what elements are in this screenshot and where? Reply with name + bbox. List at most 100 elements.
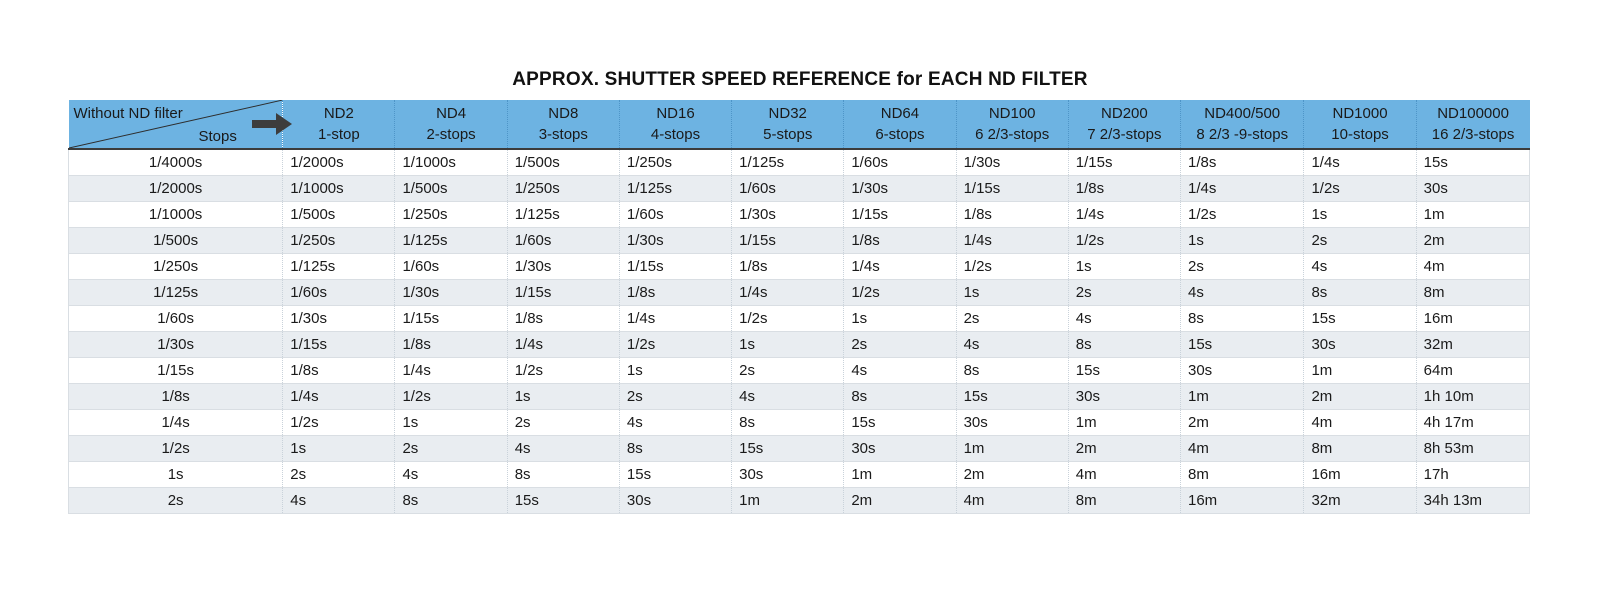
base-shutter-speed-cell: 1s	[67, 461, 283, 488]
nd-shutter-speed-cell: 1/60s	[618, 201, 732, 228]
nd-shutter-speed-cell: 8s	[955, 357, 1069, 384]
base-shutter-speed-cell: 2s	[67, 487, 283, 514]
nd-shutter-speed-cell: 1/8s	[394, 331, 508, 358]
nd-shutter-speed-cell: 1m	[1415, 201, 1531, 228]
nd-shutter-speed-cell: 30s	[955, 409, 1069, 436]
filter-stops: 4-stops	[650, 126, 701, 143]
nd-shutter-speed-cell: 34h 13m	[1415, 487, 1531, 514]
nd-shutter-speed-cell: 1/4s	[282, 383, 395, 410]
nd-shutter-speed-cell: 2m	[1303, 383, 1417, 410]
filter-stops: 10-stops	[1331, 126, 1389, 143]
nd-shutter-speed-cell: 15s	[506, 487, 620, 514]
nd-shutter-speed-cell: 8m	[1067, 487, 1181, 514]
page-title: APPROX. SHUTTER SPEED REFERENCE for EACH…	[512, 69, 1088, 90]
nd-shutter-speed-cell: 1/4s	[394, 357, 508, 384]
nd-shutter-speed-cell: 2s	[506, 409, 620, 436]
nd-shutter-speed-cell: 1/30s	[506, 253, 620, 280]
header-row: Without ND filter Stops ND2 1-stop ND4 2…	[68, 100, 1530, 150]
nd-shutter-speed-cell: 8s	[506, 461, 620, 488]
corner-box: Without ND filter Stops	[68, 100, 293, 148]
nd-shutter-speed-cell: 1/250s	[394, 201, 508, 228]
nd-shutter-speed-cell: 1/250s	[618, 149, 732, 176]
nd-shutter-speed-cell: 4m	[1179, 435, 1304, 462]
nd-shutter-speed-cell: 1/4s	[1303, 149, 1417, 176]
header-cell-nd32: ND32 5-stops	[731, 100, 844, 150]
filter-name: ND100000	[1437, 105, 1509, 122]
nd-shutter-speed-cell: 1/15s	[955, 175, 1069, 202]
nd-shutter-speed-cell: 8s	[731, 409, 844, 436]
nd-shutter-speed-cell: 2m	[1067, 435, 1181, 462]
nd-shutter-speed-cell: 8s	[843, 383, 957, 410]
nd-shutter-speed-cell: 1/2s	[1303, 175, 1417, 202]
nd-shutter-speed-cell: 2m	[955, 461, 1069, 488]
nd-shutter-speed-cell: 1s	[955, 279, 1069, 306]
nd-shutter-speed-cell: 4m	[1415, 253, 1531, 280]
table-row: 1/250s 1/125s 1/60s 1/30s 1/15s 1/8s 1/4s 1/2s 1…	[67, 253, 1531, 280]
base-shutter-speed-cell: 1/8s	[67, 383, 283, 410]
nd-shutter-speed-cell: 30s	[618, 487, 732, 514]
nd-shutter-speed-cell: 1/30s	[282, 305, 395, 332]
filter-name: ND1000	[1332, 105, 1388, 122]
table-row: 1/4000s 1/2000s 1/1000s 1/500s 1/250s 1/125s 1…	[67, 149, 1531, 176]
filter-name: ND8	[548, 105, 579, 122]
nd-shutter-speed-cell: 1/8s	[1179, 149, 1304, 176]
filter-stops: 3-stops	[538, 126, 588, 143]
nd-shutter-speed-cell: 16m	[1415, 305, 1531, 332]
nd-shutter-speed-cell: 4s	[955, 331, 1069, 358]
nd-shutter-speed-cell: 1/8s	[843, 227, 957, 254]
nd-shutter-speed-cell: 1/15s	[618, 253, 732, 280]
table-row: 1/30s 1/15s 1/8s 1/4s 1/2s 1s 2s 4s 8s 15s 30s 32m	[67, 331, 1531, 358]
nd-shutter-speed-cell: 1s	[1067, 253, 1181, 280]
nd-shutter-speed-cell: 1/8s	[731, 253, 844, 280]
nd-shutter-speed-cell: 4s	[618, 409, 732, 436]
nd-shutter-speed-cell: 1/30s	[731, 201, 844, 228]
table-row: 1/2000s 1/1000s 1/500s 1/250s 1/125s 1/60s 1/3…	[67, 175, 1531, 202]
nd-shutter-speed-cell: 2s	[618, 383, 732, 410]
nd-shutter-speed-cell: 32m	[1415, 331, 1531, 358]
nd-shutter-speed-cell: 1/500s	[282, 201, 395, 228]
nd-shutter-speed-cell: 30s	[731, 461, 844, 488]
nd-shutter-speed-cell: 15s	[731, 435, 844, 462]
header-cell-nd400-500: ND400/500 8 2/3 -9-stops	[1179, 100, 1304, 150]
nd-shutter-speed-cell: 4s	[506, 435, 620, 462]
nd-shutter-speed-cell: 1/500s	[394, 175, 508, 202]
nd-shutter-speed-cell: 1/500s	[506, 149, 620, 176]
nd-shutter-speed-cell: 4s	[394, 461, 508, 488]
nd-shutter-speed-cell: 8s	[1303, 279, 1417, 306]
header-cell-nd64: ND64 6-stops	[843, 100, 957, 150]
nd-shutter-speed-cell: 1/60s	[282, 279, 395, 306]
nd-shutter-speed-cell: 2s	[394, 435, 508, 462]
filter-name: ND64	[880, 105, 920, 122]
nd-shutter-speed-cell: 1/4s	[1067, 201, 1181, 228]
filter-name: ND2	[323, 105, 354, 122]
nd-shutter-speed-cell: 15s	[618, 461, 732, 488]
header-cell-nd16: ND16 4-stops	[618, 100, 732, 150]
table-row: 1s 2s 4s 8s 15s 30s 1m 2m 4m 8m 16m 17h	[67, 461, 1531, 488]
nd-shutter-speed-cell: 2s	[282, 461, 395, 488]
base-shutter-speed-cell: 1/4000s	[67, 149, 283, 176]
nd-shutter-speed-cell: 1/125s	[282, 253, 395, 280]
header-corner-cell: Without ND filter Stops	[68, 100, 293, 150]
nd-shutter-speed-cell: 4m	[1303, 409, 1417, 436]
nd-shutter-speed-cell: 1s	[731, 331, 844, 358]
nd-shutter-speed-cell: 1/15s	[282, 331, 395, 358]
table-row: 1/4s 1/2s 1s 2s 4s 8s 15s 30s 1m 2m 4m 4h 17m	[67, 409, 1531, 436]
nd-shutter-speed-cell: 1h 10m	[1415, 383, 1531, 410]
nd-shutter-speed-cell: 1/4s	[618, 305, 732, 332]
nd-shutter-speed-cell: 30s	[1415, 175, 1531, 202]
nd-shutter-speed-cell: 1/4s	[843, 253, 957, 280]
nd-shutter-speed-cell: 32m	[1303, 487, 1417, 514]
nd-shutter-speed-cell: 2m	[843, 487, 957, 514]
table-row: 1/500s 1/250s 1/125s 1/60s 1/30s 1/15s 1/8s 1/4…	[67, 227, 1531, 254]
nd-shutter-speed-cell: 15s	[1303, 305, 1417, 332]
nd-shutter-speed-cell: 15s	[955, 383, 1069, 410]
nd-shutter-speed-cell: 1/250s	[282, 227, 395, 254]
nd-shutter-speed-cell: 1/30s	[955, 149, 1069, 176]
base-shutter-speed-cell: 1/1000s	[67, 201, 283, 228]
header-cell-nd100000: ND100000 16 2/3-stops	[1415, 100, 1530, 150]
nd-shutter-speed-cell: 4s	[843, 357, 957, 384]
table-row: 1/15s 1/8s 1/4s 1/2s 1s 2s 4s 8s 15s 30s 1m 64m	[67, 357, 1531, 384]
nd-shutter-speed-cell: 1s	[506, 383, 620, 410]
nd-shutter-speed-cell: 30s	[1303, 331, 1417, 358]
nd-shutter-speed-cell: 1/15s	[843, 201, 957, 228]
